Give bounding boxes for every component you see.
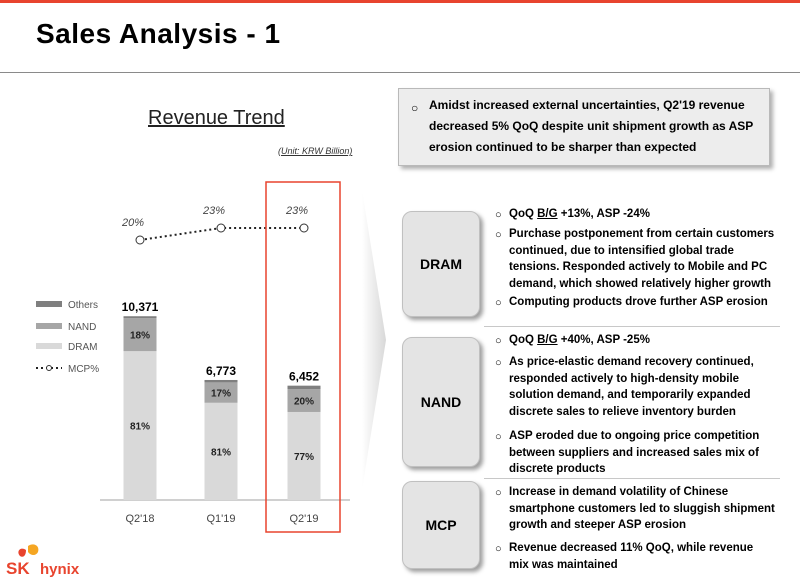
highlight-box (265, 181, 341, 533)
segment-label-dram-3: 77% (294, 452, 314, 463)
logo-hynix-text: hynix (40, 561, 80, 578)
nand-b1-prefix: QoQ (509, 334, 538, 346)
mcp-label-1: 20% (121, 217, 144, 229)
chart-unit: (Unit: KRW Billion) (278, 146, 353, 156)
mcp-b1-text: Increase in demand volatility of Chinese… (509, 486, 775, 531)
bullet-icon: ○ (495, 297, 502, 309)
dram-bullet-3: ○ Computing products drove further ASP e… (495, 294, 775, 311)
bar-dram-3 (287, 411, 321, 500)
mcp-point-2 (216, 223, 226, 233)
butterfly-icon (18, 544, 39, 557)
nand-bullet-2: ○ As price-elastic demand recovery conti… (495, 354, 775, 420)
legend-label-nand: NAND (68, 322, 96, 333)
mcp-point-3 (299, 223, 309, 233)
segment-label-nand-1: 18% (130, 331, 150, 342)
bar-others-1 (123, 316, 157, 319)
bullet-icon: ○ (495, 335, 502, 347)
bar-nand-3 (287, 389, 321, 412)
mcp-bullet-2: ○ Revenue decreased 11% QoQ, while reven… (495, 540, 775, 573)
bullet-icon: ○ (495, 229, 502, 241)
dram-b2-text: Purchase postponement from certain custo… (509, 228, 775, 290)
total-label-2: 6,773 (206, 364, 236, 378)
title-divider (0, 72, 800, 73)
revenue-trend-chart: 81% 18% 10,371 Q2'18 81% 17% 6,773 Q1'19 77% 20% 6… (36, 181, 350, 533)
chevron-right-icon (362, 190, 386, 490)
bullet-icon: ○ (495, 431, 502, 443)
dram-bullet-2: ○ Purchase postponement from certain cus… (495, 226, 775, 292)
legend-label-dram: DRAM (68, 342, 97, 353)
nand-b1-suffix: +40%, ASP -25% (557, 334, 650, 346)
mcp-label-3: 23% (285, 205, 308, 217)
bar-dram-2 (204, 402, 238, 500)
callout-text: Amidst increased external uncertainties,… (429, 98, 754, 154)
nand-bullet-1: ○ QoQ B/G +40%, ASP -25% (495, 332, 775, 349)
top-accent-line (0, 0, 800, 3)
page-title: Sales Analysis - 1 (36, 18, 281, 49)
segment-mcp-box: MCP (402, 481, 480, 569)
nand-b3-text: ASP eroded due to ongoing price competit… (509, 430, 760, 475)
segment-divider (484, 478, 780, 479)
bullet-icon: ○ (495, 487, 502, 499)
segment-divider (484, 326, 780, 327)
legend-swatch-nand (36, 323, 62, 329)
segment-dram-box: DRAM (402, 211, 480, 317)
segment-label-nand-3: 20% (294, 397, 314, 408)
segment-nand-box: NAND (402, 337, 480, 467)
nand-b1-bg: B/G (537, 334, 558, 346)
mcp-b2-text: Revenue decreased 11% QoQ, while revenue… (509, 542, 754, 571)
bar-others-2 (204, 379, 238, 383)
bar-dram-1 (123, 351, 157, 500)
mcp-label-2: 23% (202, 205, 225, 217)
x-tick-label-1: Q2'18 (125, 513, 154, 525)
segment-label-dram-2: 81% (211, 447, 231, 458)
mcp-bullet-1: ○ Increase in demand volatility of Chine… (495, 484, 775, 534)
legend-swatch-dram (36, 343, 62, 349)
nand-bullet-3: ○ ASP eroded due to ongoing price compet… (495, 428, 775, 478)
bullet-icon: ○ (495, 543, 502, 555)
bar-nand-2 (204, 382, 238, 403)
chart-title: Revenue Trend (148, 107, 285, 129)
dram-b1-prefix: QoQ (509, 208, 538, 220)
bar-nand-1 (123, 318, 157, 352)
bullet-icon: ○ (495, 209, 502, 221)
nand-b2-text: As price-elastic demand recovery continu… (509, 356, 754, 418)
dram-b1-suffix: +13%, ASP -24% (557, 208, 650, 220)
dram-b1-bg: B/G (537, 208, 558, 220)
segment-label-dram-1: 81% (130, 422, 150, 433)
bullet-icon: ○ (495, 357, 502, 369)
legend-marker-mcp (46, 365, 52, 371)
x-tick-label-3: Q2'19 (289, 513, 318, 525)
mcp-point-1 (135, 235, 145, 245)
callout-bullet-icon: ○ (411, 101, 419, 115)
legend-swatch-others (36, 301, 62, 307)
sk-hynix-logo: SK hynix (6, 544, 80, 578)
bar-others-3 (287, 385, 321, 390)
x-tick-label-2: Q1'19 (206, 513, 235, 525)
logo-sk-text: SK (6, 559, 30, 578)
dram-b3-text: Computing products drove further ASP ero… (509, 296, 768, 308)
segment-label-nand-2: 17% (211, 389, 231, 400)
summary-callout: ○ Amidst increased external uncertaintie… (398, 88, 770, 166)
legend-label-mcp-pct: MCP% (68, 364, 99, 375)
dram-bullet-1: ○ QoQ B/G +13%, ASP -24% (495, 206, 775, 223)
total-label-3: 6,452 (289, 370, 319, 384)
legend-label-others: Others (68, 300, 98, 311)
total-label-1: 10,371 (122, 300, 159, 314)
